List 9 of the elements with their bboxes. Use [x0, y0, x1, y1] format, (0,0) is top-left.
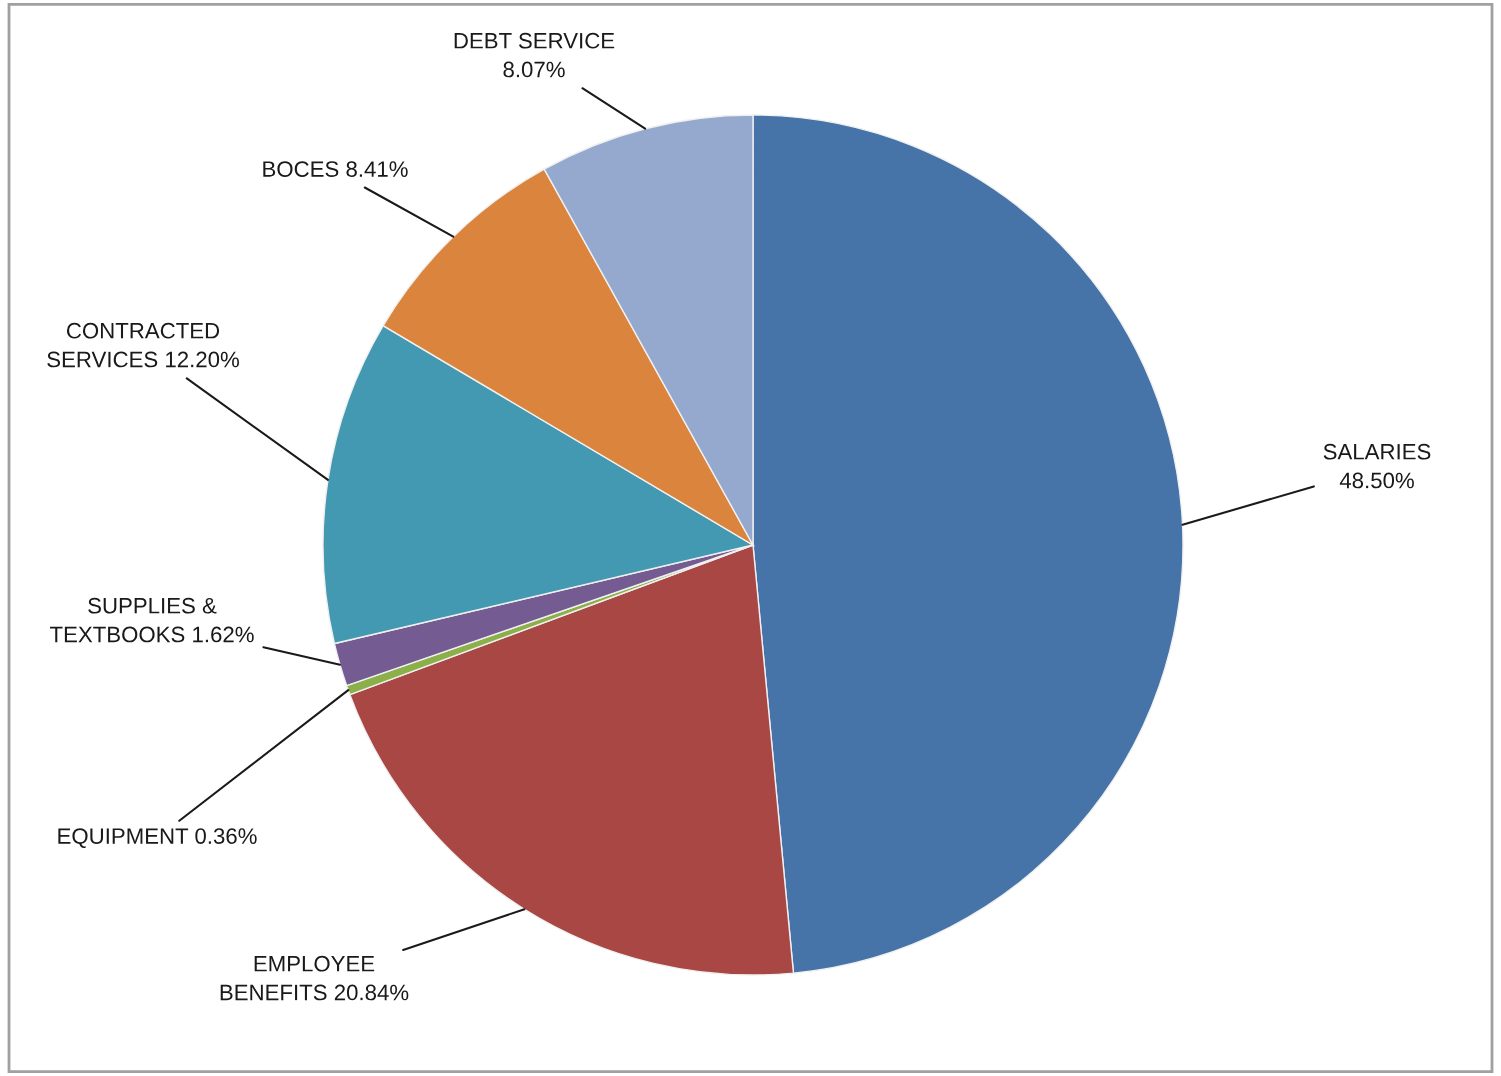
slice-label: BOCES 8.41%	[263, 161, 408, 177]
slice-label: DEBT SERVICE	[454, 32, 615, 49]
data-label: 48.50%	[1339, 472, 1414, 489]
data-label: 8.07%	[503, 61, 565, 78]
slice-label: CONTRACTED SERVICES 12.20%	[47, 322, 239, 368]
slice-label: SUPPLIES & TEXTBOOKS 1.62%	[49, 597, 254, 643]
slice-label: SALARIES	[1323, 443, 1431, 460]
slice-label: EMPLOYEE BENEFITS 20.84%	[220, 955, 409, 1001]
slice-label: EQUIPMENT 0.36%	[58, 828, 257, 848]
